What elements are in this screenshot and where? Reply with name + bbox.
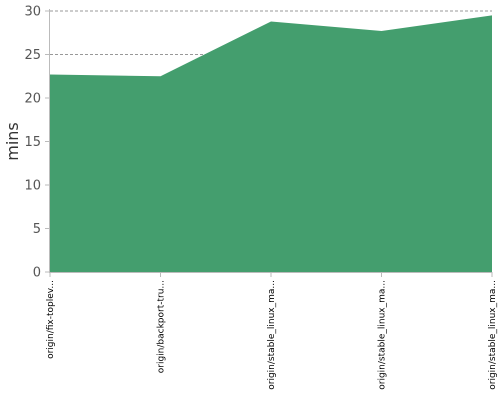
x-tick-label-4: origin/stable_linux_ma... — [488, 280, 498, 390]
y-tick-label-5: 5 — [33, 222, 41, 237]
y-tick-label-30: 30 — [24, 5, 41, 20]
y-tick-label-15: 15 — [24, 135, 41, 150]
x-tick-label-2: origin/stable_linux_ma... — [267, 280, 277, 390]
area-series — [50, 15, 492, 272]
y-tick-label-20: 20 — [24, 92, 41, 107]
x-tick-label-3: origin/stable_linux_ma... — [378, 280, 388, 390]
y-axis-title: mins — [3, 122, 22, 161]
y-tick-label-0: 0 — [33, 266, 41, 281]
x-tick-label-1: origin/backport-tru... — [157, 280, 167, 373]
y-tick-label-10: 10 — [24, 179, 41, 194]
y-axis-ticks: 0 5 10 15 20 25 30 — [24, 5, 50, 281]
x-axis-ticks: origin/fix-toplev... origin/backport-tru.… — [46, 272, 498, 390]
x-tick-label-0: origin/fix-toplev... — [46, 280, 56, 359]
y-tick-label-25: 25 — [24, 48, 41, 63]
